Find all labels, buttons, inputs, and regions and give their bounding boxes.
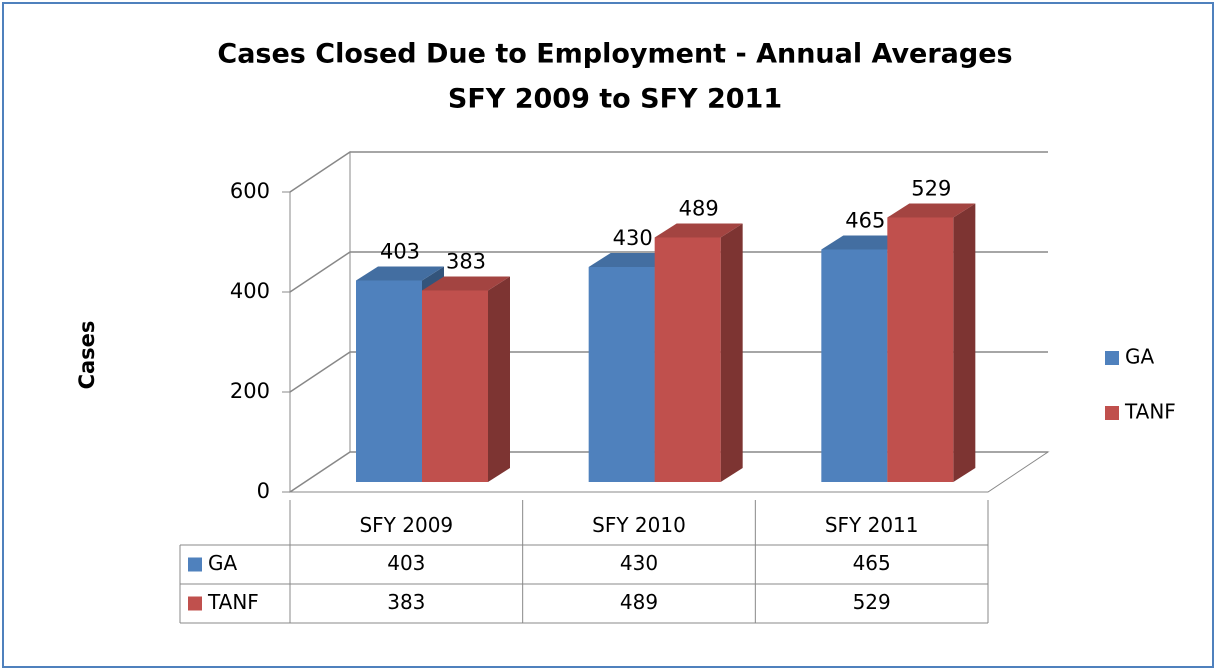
data-label: 403	[380, 240, 420, 264]
bar	[422, 276, 510, 482]
bar-face	[887, 217, 954, 482]
y-axis-label: Cases	[75, 321, 99, 390]
bar	[887, 203, 976, 482]
table-legend-key	[188, 596, 202, 611]
grid-line	[289, 251, 1048, 293]
bar-face	[588, 267, 655, 482]
bar-face	[488, 276, 510, 482]
data-label: 529	[911, 177, 951, 201]
bar-face	[356, 266, 444, 281]
y-tick-label: 600	[230, 179, 270, 203]
data-label: 489	[679, 197, 719, 221]
legend-key	[1105, 351, 1119, 365]
x-tick-label: SFY 2011	[825, 513, 919, 537]
bar-face	[887, 203, 976, 218]
grid-line	[289, 151, 1048, 193]
grid-line	[289, 451, 1048, 493]
x-tick-label: SFY 2010	[592, 513, 686, 537]
y-tick-label: 400	[230, 279, 270, 303]
grid-line	[289, 351, 1048, 393]
table-legend-key	[188, 557, 202, 572]
table-row-label: TANF	[207, 590, 259, 614]
table-row-label: GA	[208, 551, 237, 575]
data-label: 465	[845, 209, 885, 233]
table-cell: 465	[853, 551, 891, 575]
bar-face	[654, 223, 743, 238]
chart-subtitle: SFY 2009 to SFY 2011	[448, 84, 782, 115]
bar-face	[422, 276, 510, 291]
bar-face	[422, 290, 488, 482]
legend-key	[1105, 406, 1119, 420]
legend-label: GA	[1125, 345, 1154, 369]
bar-face	[654, 237, 721, 482]
bar-face	[821, 249, 888, 482]
bar-face	[720, 223, 743, 482]
table-cell: 383	[387, 590, 425, 614]
bar	[654, 223, 743, 482]
bar-face	[356, 280, 422, 482]
x-tick-label: SFY 2009	[359, 513, 453, 537]
y-tick-label: 200	[230, 379, 270, 403]
table-cell: 489	[620, 590, 658, 614]
legend-label: TANF	[1124, 400, 1176, 424]
table-cell: 430	[620, 551, 658, 575]
y-tick-label: 0	[257, 479, 270, 503]
chart-title: Cases Closed Due to Employment - Annual …	[217, 39, 1012, 70]
table-cell: 529	[853, 590, 891, 614]
data-label: 430	[613, 226, 653, 250]
table-cell: 403	[387, 551, 425, 575]
data-label: 383	[446, 250, 486, 274]
bar-face	[953, 203, 976, 482]
